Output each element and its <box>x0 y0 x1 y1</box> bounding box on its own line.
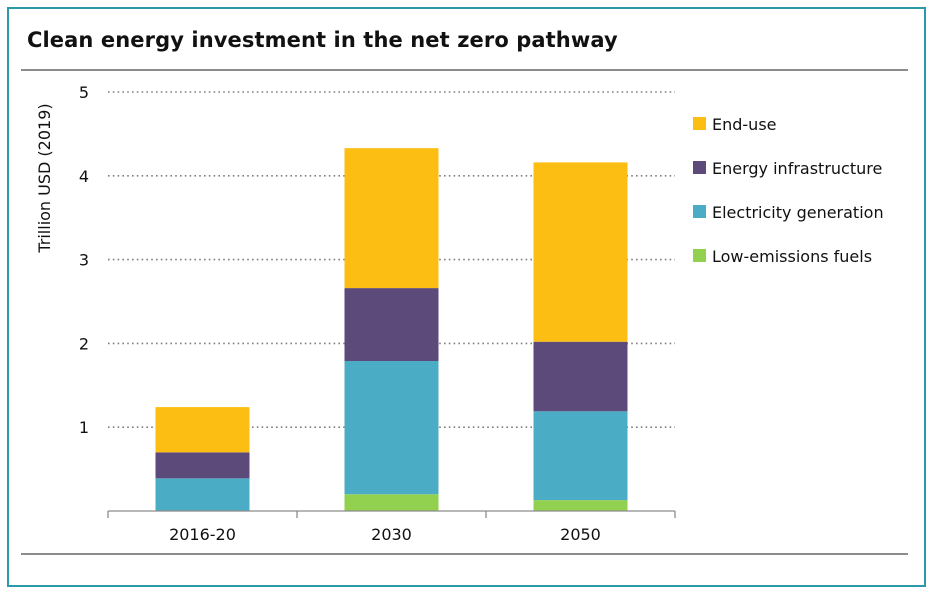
legend-swatch <box>693 249 706 262</box>
legend-label: Energy infrastructure <box>712 159 882 178</box>
legend-swatch <box>693 117 706 130</box>
y-tick-label: 5 <box>79 83 89 102</box>
bar-segment-low-emissions-fuels <box>344 494 439 511</box>
bar-segment-electricity-generation <box>533 411 628 501</box>
y-tick-label: 4 <box>79 167 89 186</box>
legend-swatch <box>693 161 706 174</box>
legend-swatch <box>693 205 706 218</box>
bar-segment-energy-infrastructure <box>344 288 439 361</box>
axes: 1 2 3 4 5 2016-20 2030 2050 <box>79 83 676 544</box>
bar-segment-energy-infrastructure <box>533 341 628 412</box>
bar-segment-electricity-generation <box>344 360 439 495</box>
x-tick-label: 2016-20 <box>169 525 236 544</box>
y-tick-label: 1 <box>79 418 89 437</box>
bar-segment-energy-infrastructure <box>155 452 250 479</box>
y-axis-label: Trillion USD (2019) <box>35 103 54 253</box>
bars <box>155 148 628 511</box>
legend-label: Electricity generation <box>712 203 884 222</box>
legend: End-use Energy infrastructure Electricity … <box>693 115 884 266</box>
x-tick-label: 2050 <box>560 525 601 544</box>
chart-title: Clean energy investment in the net zero … <box>27 28 618 52</box>
bar-segment-electricity-generation <box>155 478 250 511</box>
bar-segment-end-use <box>344 148 439 289</box>
y-tick-label: 3 <box>79 251 89 270</box>
y-tick-label: 2 <box>79 334 89 353</box>
x-tick-label: 2030 <box>371 525 412 544</box>
bar-segment-end-use <box>155 407 250 453</box>
bar-segment-end-use <box>533 162 628 342</box>
bottom-divider <box>21 553 908 555</box>
bar-segment-low-emissions-fuels <box>533 500 628 511</box>
legend-label: End-use <box>712 115 777 134</box>
title-divider <box>21 69 908 71</box>
legend-label: Low-emissions fuels <box>712 247 872 266</box>
